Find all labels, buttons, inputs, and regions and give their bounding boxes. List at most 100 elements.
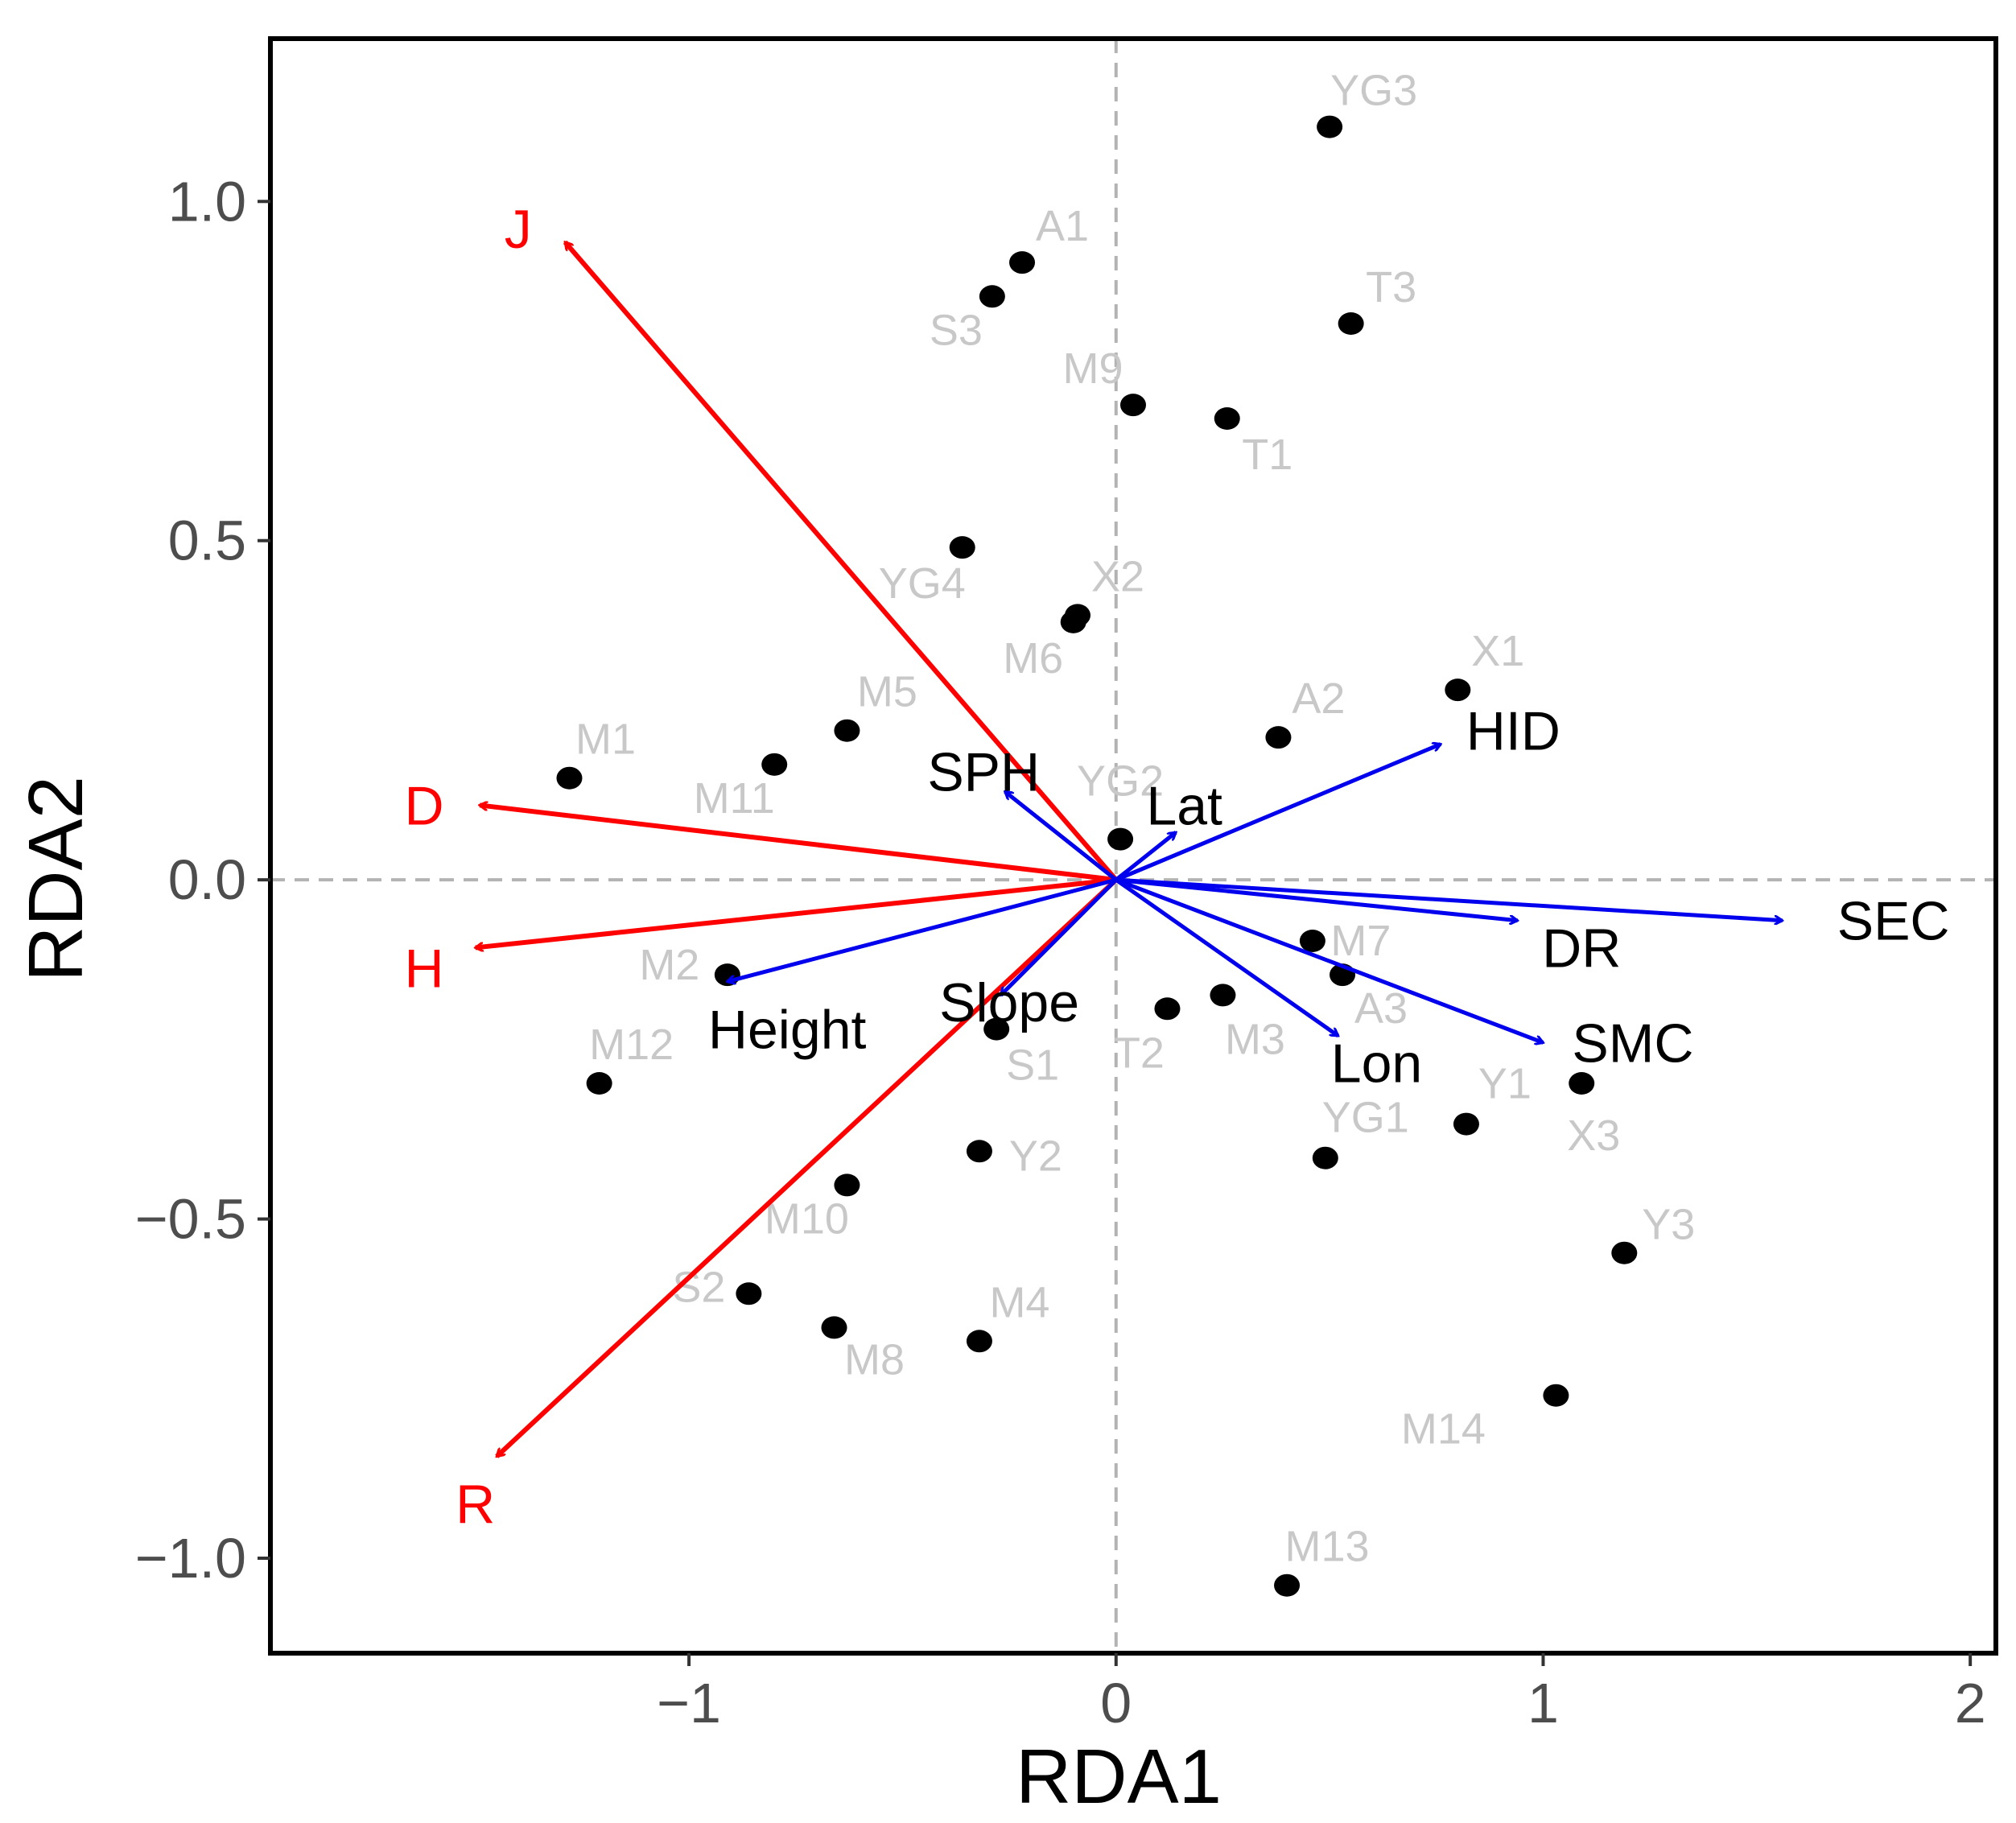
site-label-yg4: YG4	[879, 559, 966, 608]
site-label-m9: M9	[1062, 344, 1123, 393]
axis-ticks: −1 0 1 2 −1.0 −0.5 0.0 0.5 1.0	[135, 170, 1986, 1734]
explanatory-arrow-hid	[1115, 744, 1441, 882]
site-label-x3: X3	[1567, 1112, 1620, 1160]
site-label-x1: X1	[1471, 627, 1524, 675]
x-tick-label: −1	[657, 1672, 721, 1734]
response-label-h: H	[404, 938, 443, 1000]
site-point-m2	[714, 963, 740, 987]
response-arrow-r	[497, 877, 1118, 1458]
site-label-m14: M14	[1401, 1405, 1486, 1454]
site-point-x1	[1445, 678, 1471, 702]
site-label-m3: M3	[1225, 1015, 1285, 1063]
explanatory-label-sph: SPH	[927, 741, 1040, 802]
explanatory-label-height: Height	[708, 1000, 867, 1061]
site-point-yg4	[949, 536, 975, 559]
response-label-d: D	[404, 775, 443, 836]
site-point-m8	[821, 1316, 847, 1339]
y-tick-label: 0.0	[168, 848, 246, 911]
explanatory-vectors: SEC DR SMC HID Lon Lat SPH Slope Height	[708, 701, 1950, 1095]
response-arrow-d	[480, 805, 1117, 883]
site-point-y1	[1453, 1112, 1479, 1136]
site-label-a1: A1	[1036, 202, 1089, 250]
site-label-t3: T3	[1366, 263, 1416, 311]
site-label-t1: T1	[1242, 431, 1292, 479]
explanatory-arrow-lon	[1115, 878, 1338, 1038]
explanatory-arrow-lat	[1115, 831, 1176, 882]
explanatory-arrow-height	[728, 877, 1117, 981]
reference-lines	[270, 39, 1996, 1653]
site-point-a2	[1265, 726, 1292, 749]
site-label-a2: A2	[1292, 674, 1345, 723]
site-label-y2: Y2	[1009, 1132, 1062, 1180]
site-label-m4: M4	[989, 1278, 1049, 1326]
site-label-yg1: YG1	[1322, 1094, 1409, 1142]
site-point-s1	[983, 1017, 1010, 1041]
site-point-x3	[1569, 1072, 1595, 1095]
site-label-m8: M8	[844, 1335, 905, 1384]
x-axis-title: RDA1	[1016, 1734, 1222, 1820]
y-tick-label: −1.0	[135, 1527, 246, 1590]
x-tick-label: 1	[1527, 1672, 1559, 1734]
site-label-y3: Y3	[1642, 1201, 1695, 1249]
explanatory-label-sec: SEC	[1837, 891, 1950, 952]
response-label-r: R	[456, 1474, 495, 1536]
site-point-m6	[1060, 610, 1086, 633]
site-point-m1	[556, 766, 583, 790]
site-point-m5	[834, 719, 860, 742]
explanatory-label-smc: SMC	[1572, 1013, 1693, 1074]
site-point-m12	[586, 1072, 612, 1095]
explanatory-label-lat: Lat	[1146, 775, 1222, 836]
site-label-y1: Y1	[1478, 1060, 1532, 1108]
site-points: YG3 A1 S3 T3 M9 T1 YG4 X2 M6 X1 A2 M5 M11 M1 YG2 M7 A3 M3…	[556, 67, 1695, 1597]
y-tick-label: 0.5	[168, 509, 246, 572]
site-point-y2	[966, 1140, 992, 1163]
explanatory-arrow-dr	[1115, 877, 1518, 921]
site-point-m10	[834, 1173, 860, 1197]
explanatory-arrow-sph	[1005, 790, 1118, 882]
response-arrow-h	[476, 877, 1117, 947]
site-point-yg2	[1107, 827, 1134, 851]
y-tick-label: 1.0	[168, 170, 246, 233]
y-axis-title: RDA2	[13, 776, 99, 982]
site-label-s3: S3	[930, 306, 983, 354]
site-label-yg2: YG2	[1077, 757, 1164, 806]
plot-frame	[268, 36, 1998, 1656]
site-point-m13	[1274, 1573, 1301, 1597]
explanatory-arrow-slope	[1000, 878, 1118, 995]
site-point-m4	[966, 1330, 992, 1353]
site-label-m13: M13	[1285, 1523, 1370, 1571]
site-label-m7: M7	[1330, 917, 1391, 965]
site-point-s2	[736, 1282, 762, 1305]
site-label-m10: M10	[765, 1194, 849, 1243]
site-label-s1: S1	[1006, 1041, 1059, 1090]
site-point-m7	[1299, 930, 1325, 952]
site-point-m14	[1543, 1384, 1569, 1407]
site-label-t2: T2	[1114, 1029, 1165, 1077]
site-point-t2	[1154, 997, 1181, 1021]
response-label-j: J	[505, 199, 532, 260]
explanatory-label-hid: HID	[1466, 701, 1560, 762]
x-tick-label: 0	[1100, 1672, 1132, 1734]
site-point-m3	[1210, 984, 1236, 1007]
x-tick-label: 2	[1955, 1672, 1986, 1734]
site-label-m1: M1	[575, 716, 636, 764]
site-point-yg3	[1317, 115, 1343, 138]
explanatory-label-slope: Slope	[939, 972, 1079, 1033]
response-arrow-j	[563, 242, 1119, 882]
site-point-yg1	[1312, 1146, 1338, 1169]
explanatory-label-dr: DR	[1542, 918, 1621, 979]
site-point-s3	[979, 285, 1005, 308]
site-label-m12: M12	[589, 1021, 674, 1069]
site-label-m5: M5	[857, 668, 917, 716]
site-point-t1	[1214, 407, 1240, 430]
response-vectors: J D H R	[404, 199, 1119, 1536]
site-point-y3	[1611, 1241, 1638, 1264]
site-label-m11: M11	[694, 774, 775, 823]
site-point-t3	[1338, 312, 1364, 335]
site-label-m2: M2	[639, 941, 699, 989]
site-point-a1	[1009, 251, 1036, 274]
explanatory-label-lon: Lon	[1331, 1033, 1422, 1095]
y-tick-label: −0.5	[135, 1188, 246, 1251]
site-label-yg3: YG3	[1330, 67, 1417, 115]
